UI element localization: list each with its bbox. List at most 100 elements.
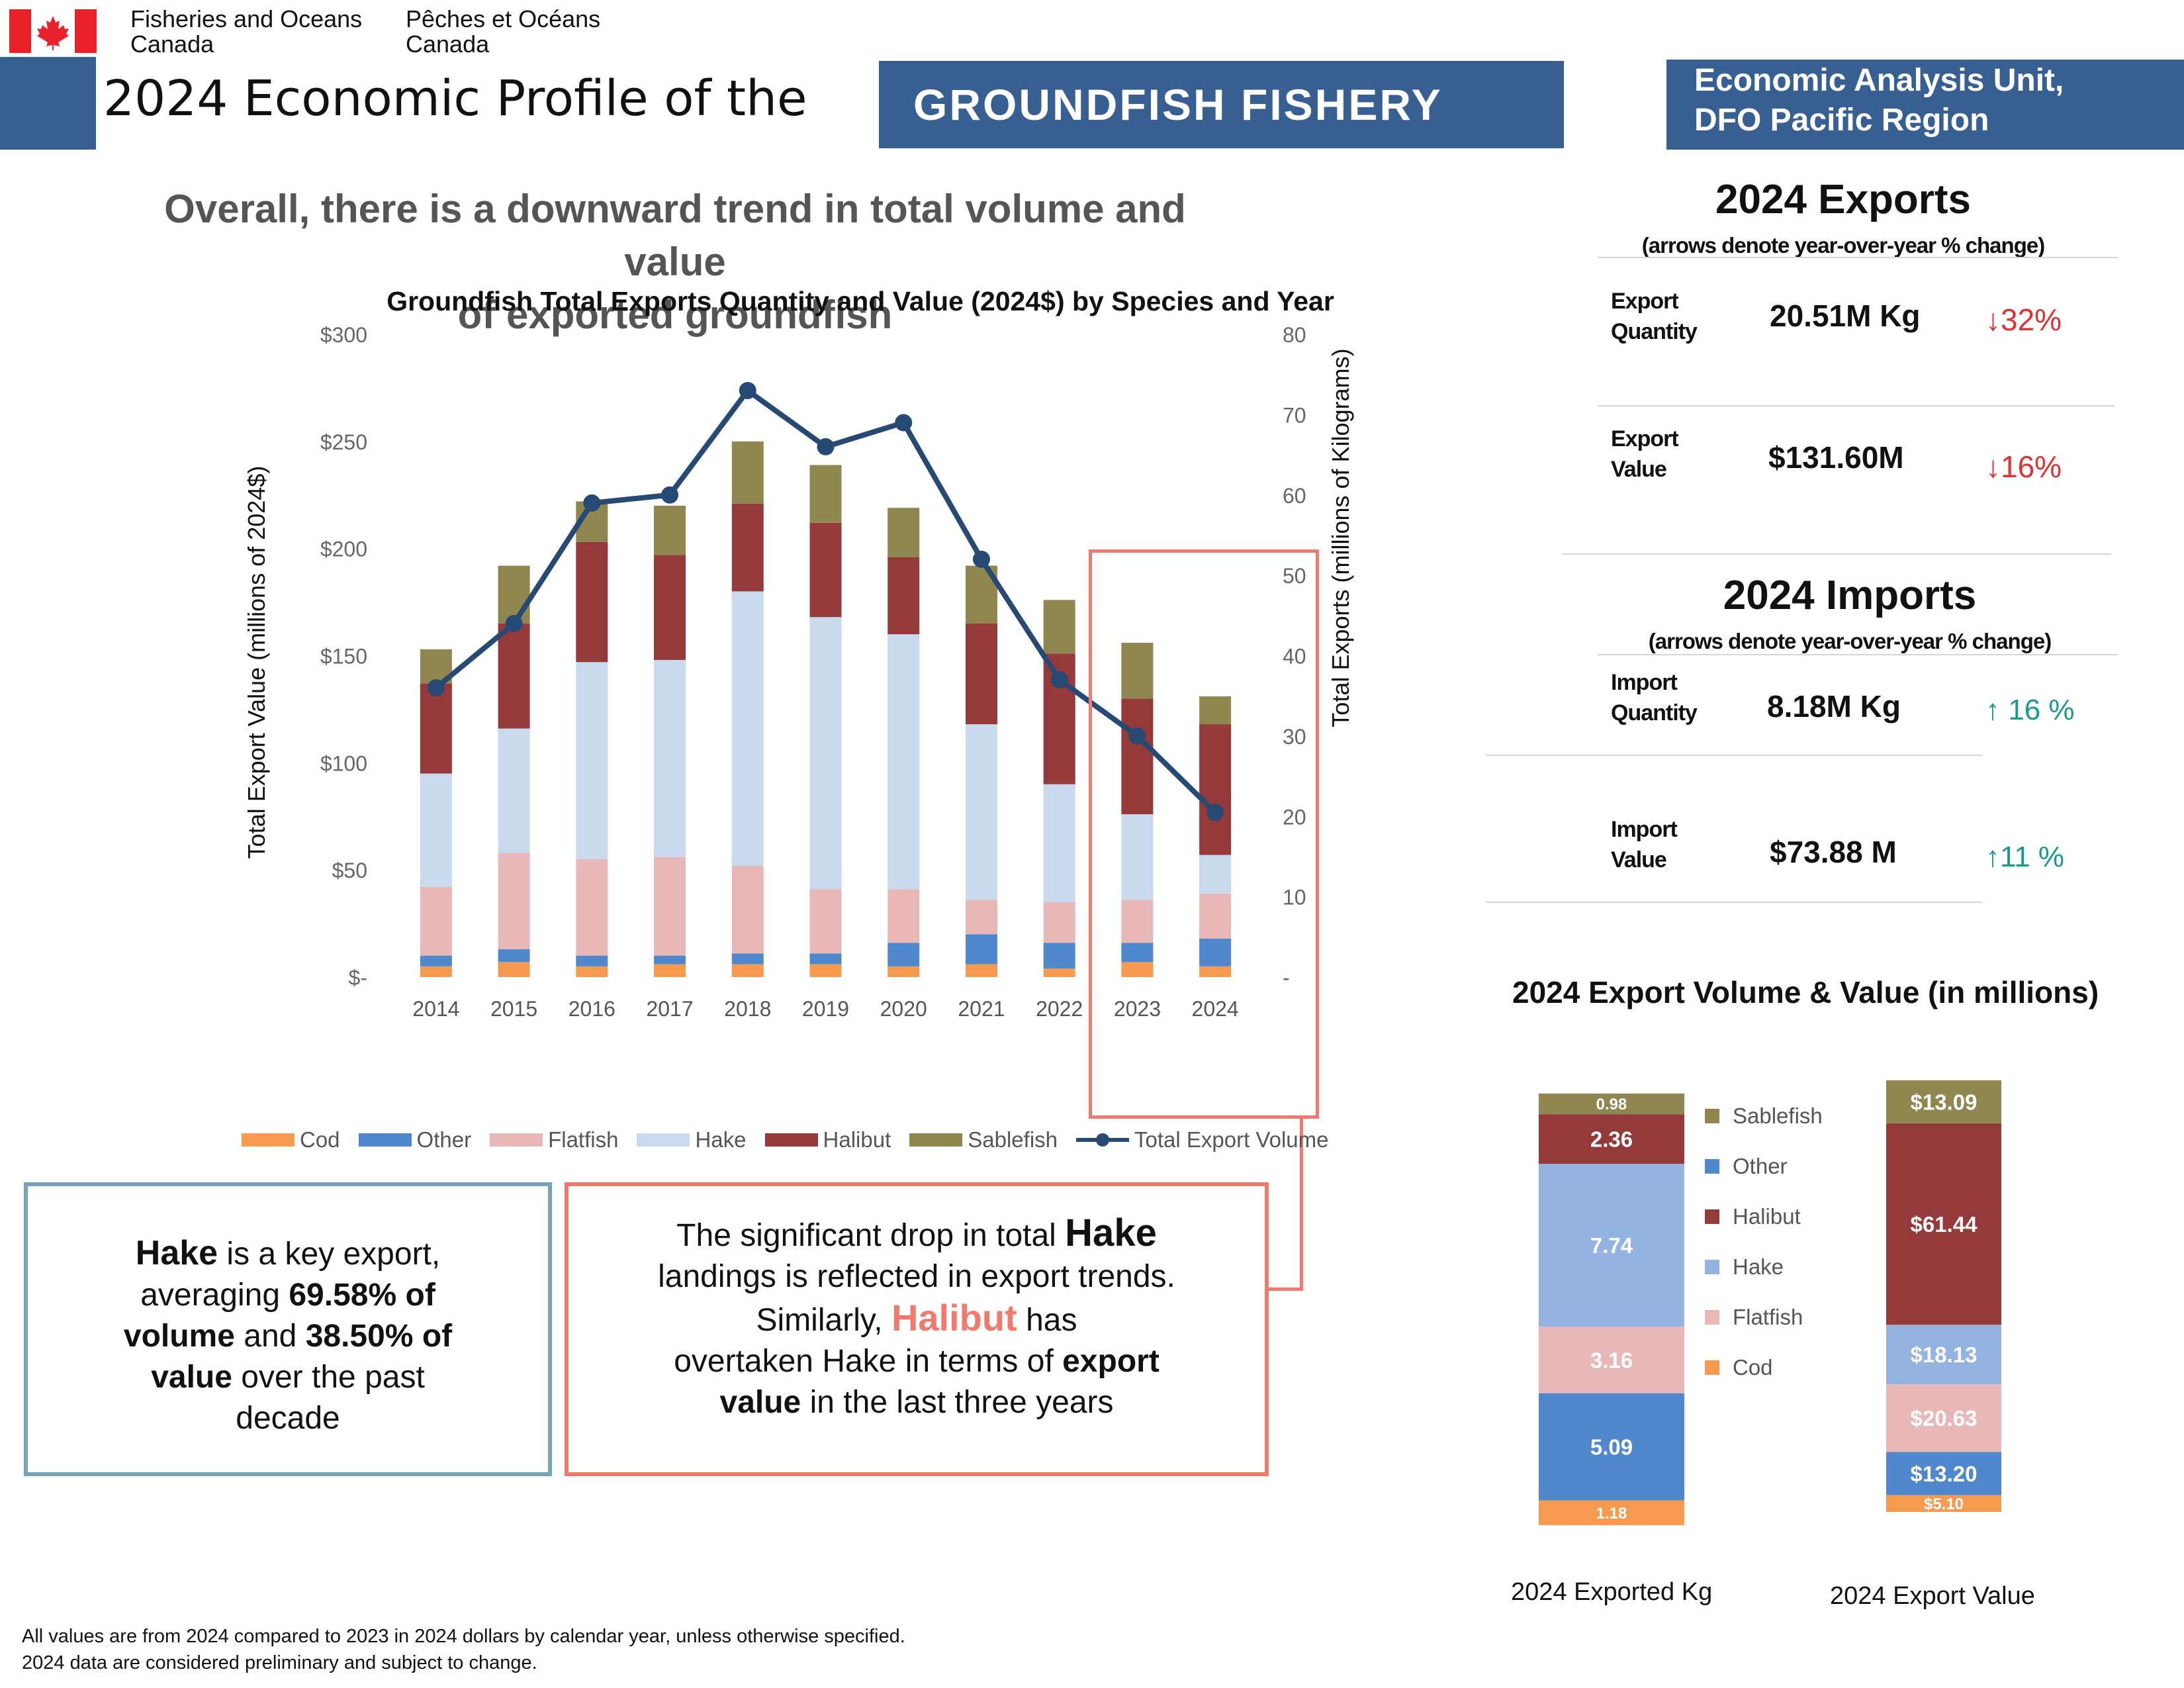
bar-flatfish-2016	[576, 859, 608, 956]
x-tick-label: 2023	[1114, 997, 1161, 1021]
bar-other-2019	[809, 953, 842, 964]
total-export-volume-point-2024	[1206, 804, 1224, 821]
export-value-label: Export Value	[1611, 426, 1679, 482]
import-value-change: ↑11 %	[1985, 841, 2065, 873]
bar-other-2014	[420, 955, 452, 966]
footer-line1: All values are from 2024 compared to 202…	[22, 1626, 905, 1647]
bar-cod-2017	[654, 964, 686, 977]
summary-chart-title: 2024 Export Volume & Value (in millions)	[1512, 975, 2099, 1009]
bar-sablefish-2020	[887, 508, 920, 557]
total-export-volume-point-2021	[972, 550, 990, 568]
total-export-volume-point-2018	[739, 381, 756, 399]
bar-hake-2024	[1199, 855, 1232, 894]
summary-value-label: 5.09	[1590, 1434, 1633, 1459]
summary-legend: Sablefish Other Halibut Hake Flatfish Co…	[1705, 1091, 1823, 1393]
bar-other-2021	[965, 934, 997, 964]
bar-sablefish-2018	[731, 441, 764, 504]
legend-flatfish: Flatfish	[490, 1127, 618, 1152]
halibut-callout: The significant drop in total Hake landi…	[565, 1182, 1269, 1476]
summary-value-label: $13.20	[1911, 1462, 1978, 1486]
canada-flag	[9, 9, 97, 53]
bar-sablefish-2015	[498, 565, 530, 624]
import-quantity-label: Import Quantity	[1611, 670, 1698, 726]
summary-value-label: $18.13	[1911, 1342, 1978, 1367]
bar-sablefish-2024	[1199, 696, 1232, 725]
y-tick-label: $-	[349, 966, 367, 990]
x-tick-label: 2019	[802, 997, 849, 1021]
department-name-french: Pêches et Océans Canada	[406, 5, 601, 58]
total-export-volume-point-2015	[505, 614, 523, 632]
summary-label-kg: 2024 Exported Kg	[1511, 1578, 1713, 1606]
summary-legend-cod: Cod	[1705, 1342, 1823, 1393]
x-tick-label: 2016	[569, 997, 615, 1021]
bar-other-2016	[576, 955, 608, 966]
x-tick-label: 2020	[880, 997, 927, 1021]
export-value-value: $131.60M	[1768, 440, 1904, 475]
summary-value-label: 2.36	[1590, 1127, 1633, 1152]
summary-value-label: 1.18	[1596, 1505, 1627, 1523]
bar-flatfish-2014	[420, 887, 452, 956]
total-export-volume-point-2014	[427, 679, 445, 697]
x-tick-label: 2021	[958, 997, 1005, 1021]
bar-flatfish-2015	[498, 853, 530, 949]
x-tick-label: 2024	[1192, 997, 1239, 1021]
unit-name-line1: Economic Analysis Unit,	[1694, 63, 2064, 98]
bar-other-2017	[654, 955, 686, 964]
summary-bar-other-0	[1539, 1393, 1684, 1501]
page-title: 2024 Economic Profile of the	[103, 70, 807, 127]
summary-bar-halibut-0	[1539, 1114, 1684, 1164]
fishery-banner-text: GROUNDFISH FISHERY	[913, 80, 1443, 129]
bar-halibut-2019	[809, 522, 842, 618]
total-export-volume-point-2022	[1050, 671, 1068, 688]
imports-rule-bottom	[1486, 902, 1982, 903]
main-chart: $- $50 $100 $150 $200 $250 $300 - 10 20 30 40 50 60 70…	[243, 323, 1354, 1021]
bar-hake-2014	[420, 773, 452, 888]
bar-sablefish-2023	[1121, 643, 1154, 699]
legend-hake: Hake	[637, 1127, 747, 1152]
y2-tick-label: 60	[1283, 484, 1306, 508]
summary-bar-flatfish-1	[1886, 1384, 2001, 1452]
y2-tick-label: 30	[1283, 725, 1306, 749]
headline: Overall, there is a downward trend in to…	[113, 183, 1238, 342]
bar-halibut-2023	[1121, 698, 1154, 815]
bar-flatfish-2022	[1043, 902, 1075, 943]
exports-note: (arrows denote year-over-year % change)	[1641, 233, 2045, 258]
summary-bar-cod-0	[1539, 1500, 1684, 1525]
summary-legend-sablefish: Sablefish	[1705, 1091, 1823, 1141]
summary-bar-cod-1	[1886, 1495, 2001, 1512]
y-tick-label: $200	[320, 538, 367, 561]
bar-hake-2017	[654, 659, 686, 857]
chart-title: Groundfish Total Exports Quantity and Va…	[387, 286, 1334, 316]
fishery-banner: GROUNDFISH FISHERY	[879, 61, 1564, 148]
y2-tick-label: 50	[1283, 564, 1306, 588]
bar-flatfish-2019	[809, 889, 842, 954]
highlight-connector-vertical	[1300, 1117, 1303, 1291]
summary-bar-sablefish-0	[1539, 1094, 1684, 1115]
bar-other-2020	[887, 943, 920, 966]
bar-cod-2019	[809, 964, 842, 977]
y-axis-title: Total Export Value (millions of 2024$)	[243, 466, 270, 859]
bar-hake-2021	[965, 724, 997, 900]
imports-rule-top	[1598, 654, 2118, 655]
legend-other: Other	[358, 1127, 471, 1152]
bar-halibut-2024	[1199, 724, 1232, 855]
summary-label-value: 2024 Export Value	[1830, 1582, 2035, 1610]
highlight-connector-horizontal	[1265, 1288, 1303, 1291]
exports-rule-mid	[1598, 405, 2115, 406]
unit-banner: Economic Analysis Unit, DFO Pacific Regi…	[1666, 60, 2184, 150]
y-tick-label: $300	[320, 323, 367, 347]
legend-sablefish: Sablefish	[909, 1127, 1058, 1152]
bar-halibut-2014	[420, 683, 452, 774]
y2-axis-title: Total Exports (millions of Kilograms)	[1327, 348, 1354, 727]
total-export-volume-point-2016	[583, 494, 601, 512]
total-export-volume-point-2019	[817, 438, 835, 455]
bar-other-2015	[498, 949, 530, 962]
summary-value-label: 3.16	[1590, 1348, 1633, 1372]
bar-hake-2016	[576, 662, 608, 859]
bar-sablefish-2022	[1043, 600, 1075, 654]
bar-halibut-2018	[731, 503, 764, 592]
summary-legend-flatfish: Flatfish	[1705, 1292, 1823, 1342]
summary-legend-other: Other	[1705, 1141, 1823, 1192]
y2-tick-label: -	[1283, 966, 1290, 990]
summary-value-label: 7.74	[1590, 1233, 1633, 1258]
